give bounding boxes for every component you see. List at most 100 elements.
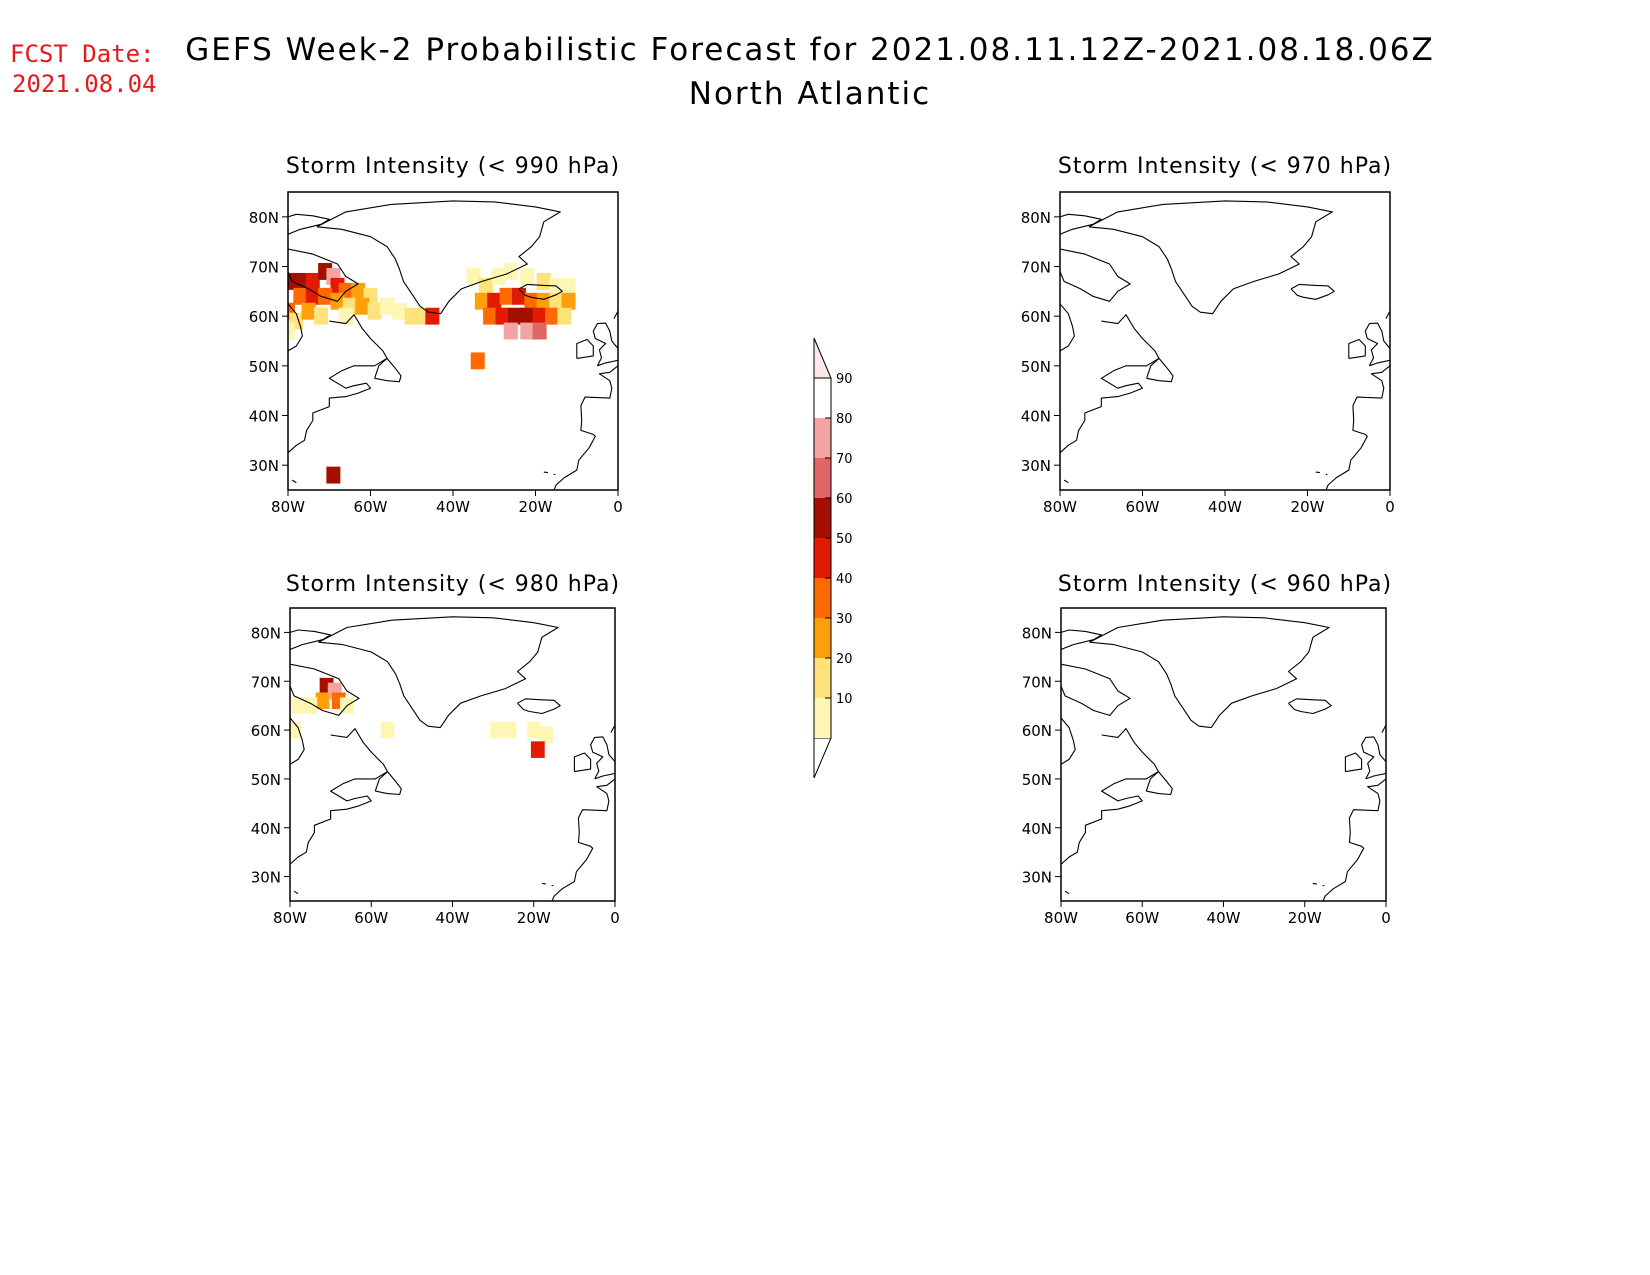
map-frame [1059,191,1391,491]
probability-cell [511,287,527,305]
lon-tick-label: 0 [610,909,620,927]
lat-tick-label: 70N [1021,259,1051,277]
probability-cell [561,292,576,310]
coastline [374,771,402,796]
probability-cell [520,307,535,325]
coastline [288,213,330,235]
coastline [288,248,359,302]
probability-cell [305,272,320,290]
coastline [1061,629,1103,651]
colorbar-swatch [814,698,831,738]
lat-tick-label: 40N [1022,820,1052,838]
probability-cell [293,272,308,290]
probability-cell [490,721,505,739]
coastline [1060,248,1131,302]
coastline [543,471,548,474]
lat-tick-label: 30N [1021,457,1051,475]
coastline [1061,717,1076,765]
probability-cell [288,302,296,320]
panel-title: Storm Intensity (< 960 hPa) [1058,572,1392,597]
colorbar-label: 10 [836,692,853,707]
coastline [293,890,299,895]
lat-tick-label: 50N [249,358,279,376]
probability-colorbar: 90 80 70 60 50 40 30 20 10 [813,337,853,779]
coastline [592,322,618,367]
lon-tick-label: 40W [436,498,470,516]
coastline [1061,663,1131,716]
probability-cell [315,692,330,710]
panel-title: Storm Intensity (< 970 hPa) [1058,154,1392,179]
lon-tick-label: 60W [354,498,388,516]
coastline [553,365,618,490]
lat-tick-label: 70N [249,259,279,277]
coastline [551,884,554,887]
probability-cell [487,292,502,310]
probability-cell [532,322,547,340]
lon-tick-label: 80W [1044,909,1078,927]
probability-cell [293,287,308,305]
coastline [1364,322,1390,367]
probability-cell [301,302,316,320]
probability-cell [536,272,551,290]
lat-tick-label: 70N [251,673,281,691]
map-frame [289,607,616,902]
coastline [541,882,546,885]
probability-cell [367,302,382,320]
probability-cell [474,292,489,310]
lat-tick-label: 60N [1021,308,1051,326]
coastline [573,752,592,773]
lon-tick-label: 80W [1043,498,1077,516]
probability-cell [499,287,514,305]
probability-cell [495,307,510,325]
probability-cell [291,697,306,714]
probability-cell [520,267,535,285]
lat-tick-label: 30N [1022,869,1052,887]
probability-cell [524,292,539,310]
coastline [590,736,615,780]
lon-tick-label: 60W [1126,498,1160,516]
coastline [1146,357,1174,383]
probability-cell [520,322,535,340]
probability-cell [539,726,553,744]
coastline [288,303,303,352]
probability-cell [380,721,395,739]
lat-tick-label: 80N [249,209,279,227]
probability-cell [351,282,366,300]
fcst-date-value: 2021.08.04 [12,70,157,98]
coastline [1061,728,1160,865]
probability-cell [326,466,341,484]
colorbar-label: 20 [836,652,853,667]
probability-cell [466,267,481,285]
lon-tick-label: 60W [1125,909,1159,927]
coastline [1322,884,1325,887]
panel-980hpa: Storm Intensity (< 980 hPa) 80W 60W 40W 20W 0… [251,572,620,927]
colorbar-label: 30 [836,612,853,627]
colorbar-swatch [814,418,831,458]
panel-title: Storm Intensity (< 990 hPa) [286,154,620,179]
lat-tick-label: 40N [251,820,281,838]
probability-cell [549,292,564,310]
lat-tick-label: 50N [251,771,281,789]
coastline [1325,473,1328,476]
probability-cell [355,297,370,315]
figure-title: GEFS Week-2 Probabilistic Forecast for 2… [185,32,1435,68]
lon-tick-label: 60W [354,909,388,927]
coastline [1063,479,1069,484]
coastline [1060,314,1160,454]
lat-tick-label: 60N [249,308,279,326]
colorbar-swatch [814,658,831,698]
probability-cell [536,292,551,310]
colorbar-label: 50 [836,532,853,547]
panel-970hpa: Storm Intensity (< 970 hPa) 80W 60W 40W 20W 0… [1021,154,1395,516]
coastline [553,473,556,476]
coastline [1089,616,1330,729]
coastline [1064,890,1070,895]
probability-cell [288,322,296,340]
coastline [1361,736,1386,780]
colorbar-label: 80 [836,412,853,427]
probability-cell [379,297,395,315]
coastline [1060,303,1075,352]
colorbar-label: 70 [836,452,853,467]
lon-tick-label: 0 [1385,498,1395,516]
coastline [518,283,563,300]
